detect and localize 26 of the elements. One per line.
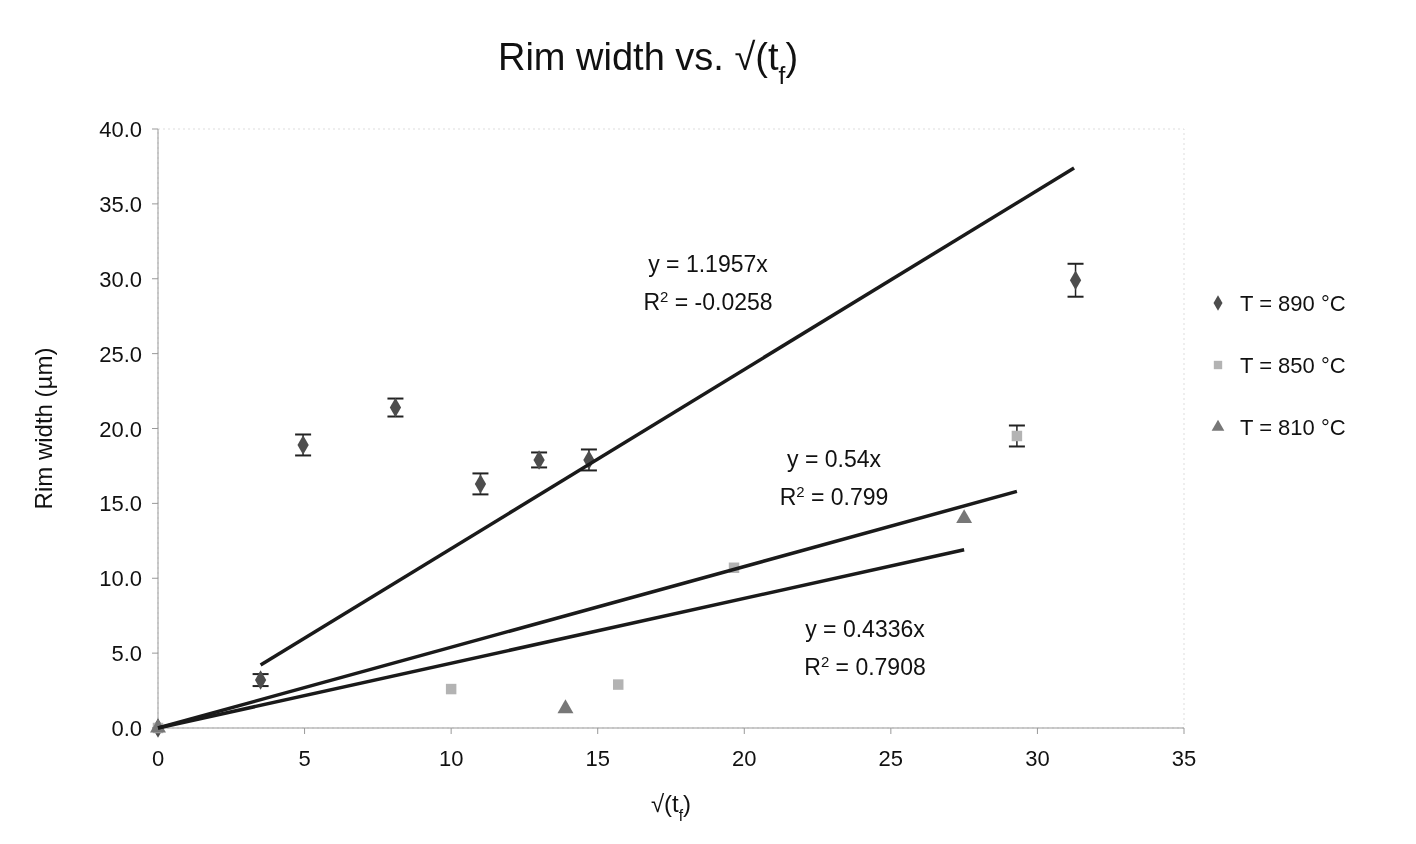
x-tick-label: 15 xyxy=(585,746,610,771)
y-tick-label: 5.0 xyxy=(111,641,142,667)
y-tick-label: 25.0 xyxy=(99,341,142,367)
x-tick-label: 0 xyxy=(151,746,165,771)
x-tick-label: 25 xyxy=(878,746,904,771)
x-tick-label: 10 xyxy=(438,746,464,771)
legend-label: T = 890 °C xyxy=(1240,291,1346,316)
annotation: y = 1.1957x R$^{2}$ = -0.0258 xyxy=(643,251,773,315)
x-tick-label: 5 xyxy=(298,746,311,771)
x-tick-label: 30 xyxy=(1025,746,1050,771)
chart-title: Rim width vs. √(t$_{f}$) xyxy=(497,36,799,89)
annotation: y = 0.54x R$^{2}$ = 0.799 xyxy=(779,446,889,510)
x-tick-label: 20 xyxy=(732,746,757,771)
y-tick-label: 20.0 xyxy=(99,416,142,442)
x-tick-label: 35 xyxy=(1171,746,1197,771)
legend-label: T = 850 °C xyxy=(1240,353,1346,378)
y-tick-label: 0.0 xyxy=(111,716,142,741)
x-axis-title: √(t$_{f}$) xyxy=(650,790,692,824)
y-tick-label: 10.0 xyxy=(99,566,142,592)
y-tick-label: 35.0 xyxy=(99,191,142,217)
y-axis-title: Rim width (µm) xyxy=(30,347,57,510)
annotation: y = 0.4336x R$^{2}$ = 0.7908 xyxy=(804,616,926,680)
legend-label: T = 810 °C xyxy=(1240,415,1346,440)
y-tick-label: 40.0 xyxy=(99,117,142,142)
y-tick-label: 15.0 xyxy=(99,491,142,517)
y-tick-label: 30.0 xyxy=(99,266,142,292)
